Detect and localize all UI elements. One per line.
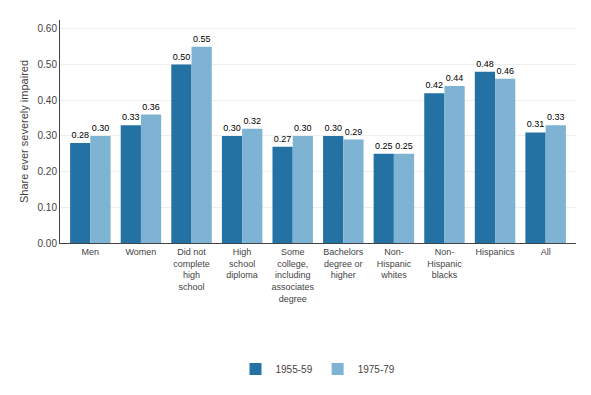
svg-text:Men: Men bbox=[82, 247, 100, 257]
svg-text:0.27: 0.27 bbox=[274, 134, 292, 144]
svg-text:0.30: 0.30 bbox=[223, 123, 241, 133]
svg-text:0.40: 0.40 bbox=[38, 95, 58, 106]
svg-text:All: All bbox=[541, 247, 551, 257]
svg-text:0.44: 0.44 bbox=[446, 73, 464, 83]
svg-text:0.30: 0.30 bbox=[92, 123, 110, 133]
svg-text:1975-79: 1975-79 bbox=[358, 364, 395, 375]
svg-text:0.42: 0.42 bbox=[426, 80, 444, 90]
svg-text:Did notcompletehighschool: Did notcompletehighschool bbox=[173, 247, 210, 292]
svg-text:Highschooldiploma: Highschooldiploma bbox=[226, 247, 258, 280]
svg-text:0.10: 0.10 bbox=[38, 202, 58, 213]
svg-text:Share ever severely impaired: Share ever severely impaired bbox=[18, 60, 30, 203]
svg-text:0.00: 0.00 bbox=[38, 238, 58, 249]
svg-text:0.28: 0.28 bbox=[71, 130, 89, 140]
svg-text:0.55: 0.55 bbox=[193, 34, 211, 44]
svg-text:Women: Women bbox=[126, 247, 157, 257]
svg-text:Non-Hispanicblacks: Non-Hispanicblacks bbox=[427, 247, 462, 280]
svg-text:0.46: 0.46 bbox=[496, 66, 514, 76]
svg-text:0.60: 0.60 bbox=[38, 23, 58, 34]
svg-text:0.33: 0.33 bbox=[547, 112, 565, 122]
svg-text:0.48: 0.48 bbox=[476, 59, 494, 69]
svg-text:Somecollege,includingassociate: Somecollege,includingassociatesdegree bbox=[271, 247, 314, 304]
svg-text:0.50: 0.50 bbox=[38, 59, 58, 70]
svg-text:0.25: 0.25 bbox=[395, 141, 413, 151]
svg-text:0.50: 0.50 bbox=[173, 52, 191, 62]
svg-text:Bachelorsdegree orhigher: Bachelorsdegree orhigher bbox=[323, 247, 364, 280]
svg-text:0.32: 0.32 bbox=[243, 116, 261, 126]
svg-text:1955-59: 1955-59 bbox=[276, 364, 313, 375]
svg-text:0.30: 0.30 bbox=[38, 130, 58, 141]
svg-text:0.29: 0.29 bbox=[345, 127, 363, 137]
svg-text:0.20: 0.20 bbox=[38, 166, 58, 177]
svg-text:0.30: 0.30 bbox=[294, 123, 312, 133]
svg-text:0.36: 0.36 bbox=[142, 102, 160, 112]
svg-text:0.31: 0.31 bbox=[527, 119, 545, 129]
svg-text:0.25: 0.25 bbox=[375, 141, 393, 151]
svg-text:0.30: 0.30 bbox=[324, 123, 342, 133]
svg-text:0.33: 0.33 bbox=[122, 112, 140, 122]
svg-text:Non-Hispanicwhites: Non-Hispanicwhites bbox=[377, 247, 412, 280]
svg-text:Hispanics: Hispanics bbox=[476, 247, 516, 257]
